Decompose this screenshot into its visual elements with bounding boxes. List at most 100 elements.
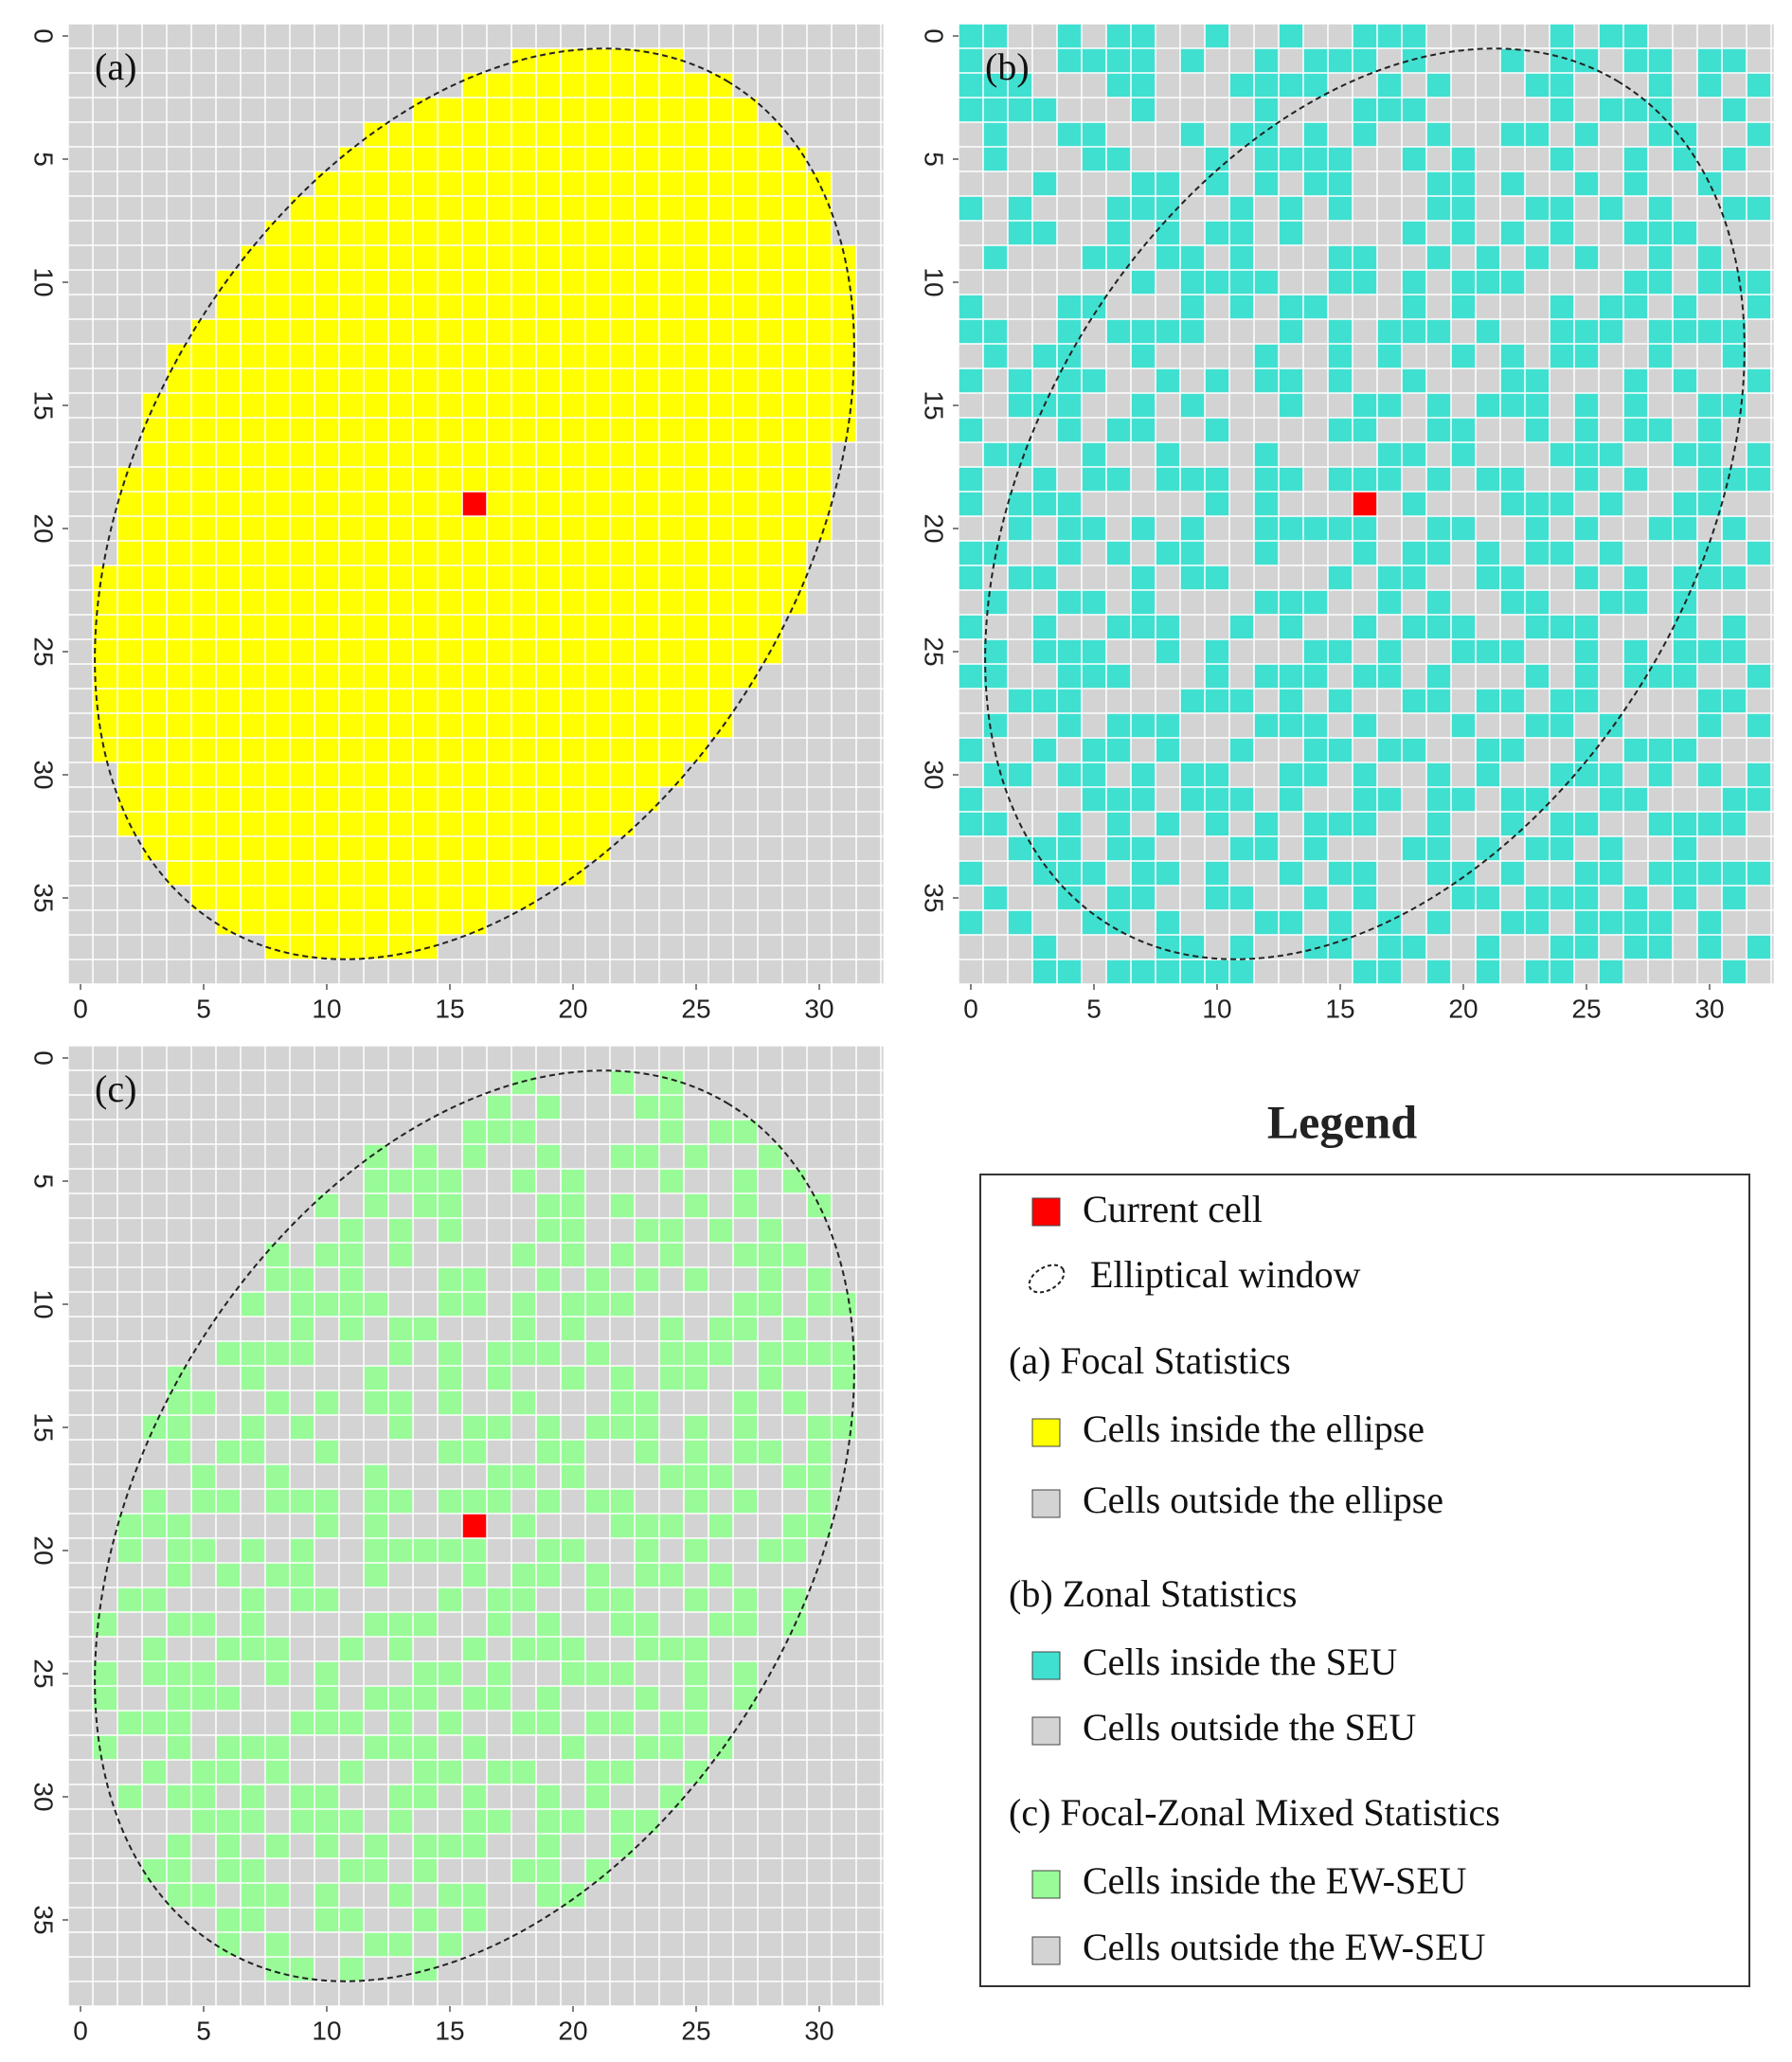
cell (1722, 516, 1747, 541)
cell (216, 467, 241, 492)
cell (1353, 467, 1377, 492)
panel-label: (b) (985, 45, 1030, 88)
cell (1106, 24, 1131, 48)
cell (462, 639, 487, 664)
cell (1057, 812, 1082, 836)
cell (511, 738, 536, 762)
cell (635, 639, 659, 664)
cell (290, 812, 314, 836)
cell (1476, 886, 1500, 910)
cell (1426, 245, 1451, 270)
cell (487, 1120, 511, 1144)
cell (684, 1415, 708, 1440)
cell (610, 1661, 635, 1686)
cell (561, 1809, 585, 1834)
cell (1353, 122, 1377, 147)
cell (511, 1514, 536, 1538)
cell (339, 319, 364, 344)
cell (314, 1587, 339, 1612)
cell (1131, 73, 1156, 98)
cell (487, 1686, 511, 1711)
cell (1131, 959, 1156, 984)
cell (733, 639, 758, 664)
cell (1131, 196, 1156, 221)
cell (241, 492, 265, 516)
cell (1451, 639, 1476, 664)
cell (511, 467, 536, 492)
cell (388, 1932, 413, 1957)
cell (265, 886, 290, 910)
cell (511, 787, 536, 812)
cell (1353, 713, 1377, 738)
cell (659, 492, 684, 516)
cell (1106, 910, 1131, 935)
cell (561, 861, 585, 886)
cell (1106, 467, 1131, 492)
cell (167, 344, 191, 368)
cell (1008, 196, 1032, 221)
y-tick-label: 35 (920, 883, 949, 912)
cell (511, 664, 536, 689)
cell (1476, 541, 1500, 565)
cell (561, 442, 585, 467)
cell (1673, 639, 1697, 664)
cell (1500, 171, 1525, 196)
cell (659, 319, 684, 344)
cell (216, 910, 241, 935)
cell (1451, 418, 1476, 442)
cell (1697, 467, 1722, 492)
cell (364, 787, 388, 812)
cell (1747, 762, 1771, 787)
cell (1697, 565, 1722, 590)
cell (191, 1661, 216, 1686)
cell (1377, 590, 1402, 615)
cell (314, 1883, 339, 1908)
cell (364, 1735, 388, 1760)
cell (1574, 910, 1599, 935)
cell (659, 689, 684, 713)
cell (561, 1637, 585, 1661)
cell (708, 196, 733, 221)
cell (983, 812, 1008, 836)
cell (191, 738, 216, 762)
cell (265, 1932, 290, 1957)
cell (1722, 344, 1747, 368)
cell (561, 1292, 585, 1317)
cell (364, 886, 388, 910)
cell (610, 171, 635, 196)
cell (142, 689, 167, 713)
cell (388, 738, 413, 762)
cell (610, 245, 635, 270)
cell (959, 738, 983, 762)
cell (413, 516, 438, 541)
cell (536, 1193, 561, 1218)
cell (265, 393, 290, 418)
cell (1550, 442, 1574, 467)
cell (1057, 639, 1082, 664)
cell (659, 1784, 684, 1809)
cell (462, 147, 487, 171)
cell (1550, 147, 1574, 171)
cell (659, 368, 684, 393)
cell (388, 1169, 413, 1193)
cell (536, 344, 561, 368)
cell (314, 1908, 339, 1932)
cell (758, 368, 782, 393)
cell (635, 492, 659, 516)
cell (216, 295, 241, 319)
cell (1106, 959, 1131, 984)
cell (561, 1317, 585, 1341)
cell (782, 1341, 807, 1366)
cell (782, 344, 807, 368)
cell (1550, 48, 1574, 73)
cell (1402, 689, 1426, 713)
cell (733, 122, 758, 147)
cell (585, 98, 610, 122)
cell (1082, 861, 1106, 886)
cell (290, 1711, 314, 1735)
cell (1229, 836, 1254, 861)
cell (511, 98, 536, 122)
cell (191, 1538, 216, 1563)
cell (1082, 639, 1106, 664)
x-tick-label: 0 (73, 994, 88, 1023)
